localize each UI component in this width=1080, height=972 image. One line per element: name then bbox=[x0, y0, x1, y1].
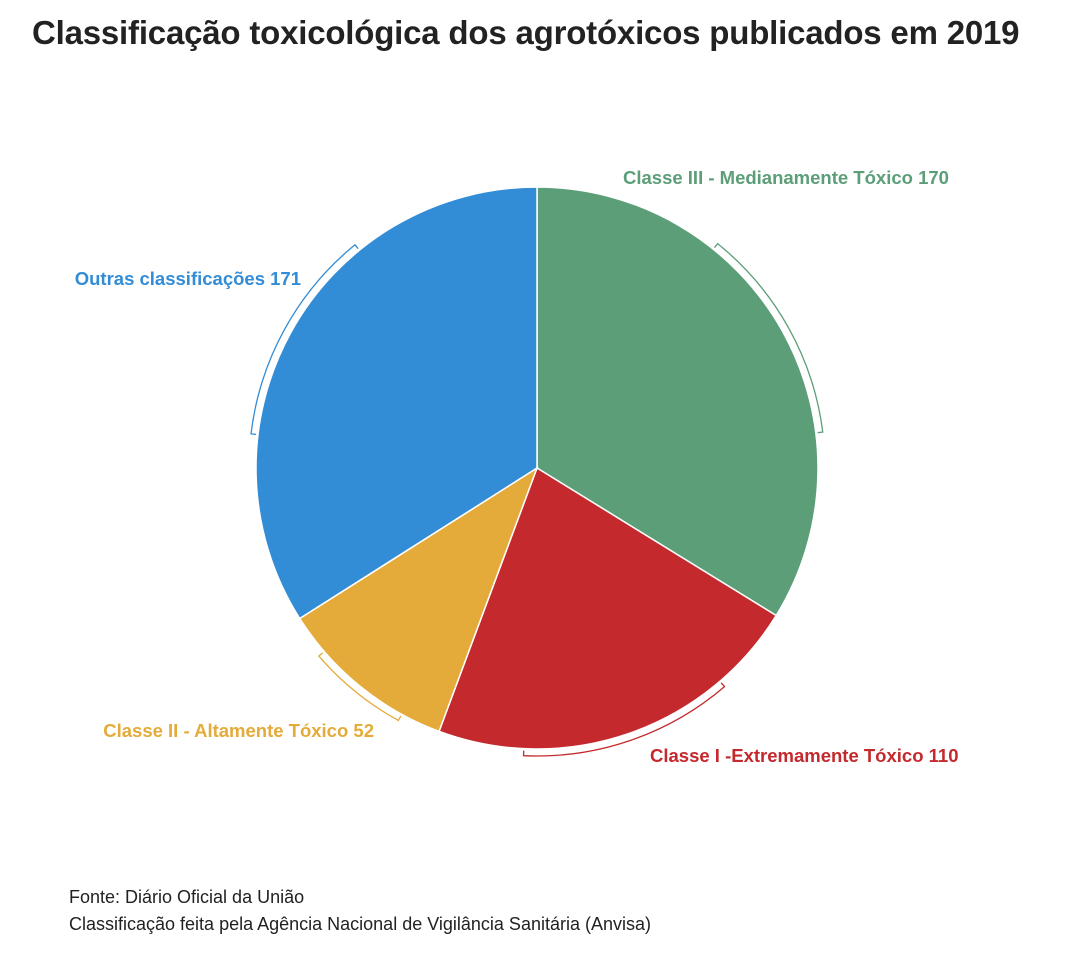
slice-label-classe-iii: Classe III - Medianamente Tóxico 170 bbox=[623, 167, 949, 188]
slice-label-outras: Outras classificações 171 bbox=[75, 268, 301, 289]
leader-lines bbox=[250, 242, 824, 757]
slice-outras bbox=[255, 186, 538, 620]
leader-classe-ii bbox=[317, 652, 402, 722]
slice-classe-i bbox=[438, 466, 778, 750]
leader-classe-iii bbox=[713, 242, 824, 434]
chart-footer: Fonte: Diário Oficial da União Classific… bbox=[69, 884, 651, 938]
classification-note: Classificação feita pela Agência Naciona… bbox=[69, 914, 651, 934]
slice-label-classe-ii: Classe II - Altamente Tóxico 52 bbox=[103, 720, 374, 741]
slice-label-classe-i: Classe I -Extremamente Tóxico 110 bbox=[650, 745, 959, 766]
slice-classe-ii bbox=[298, 466, 539, 733]
slice-classe-iii bbox=[536, 186, 819, 617]
source-note: Fonte: Diário Oficial da União bbox=[69, 887, 305, 907]
leader-outras bbox=[250, 243, 359, 436]
chart-title: Classificação toxicológica dos agrotóxic… bbox=[32, 14, 1020, 51]
pie-slices bbox=[255, 186, 819, 750]
leader-classe-i bbox=[522, 682, 726, 757]
